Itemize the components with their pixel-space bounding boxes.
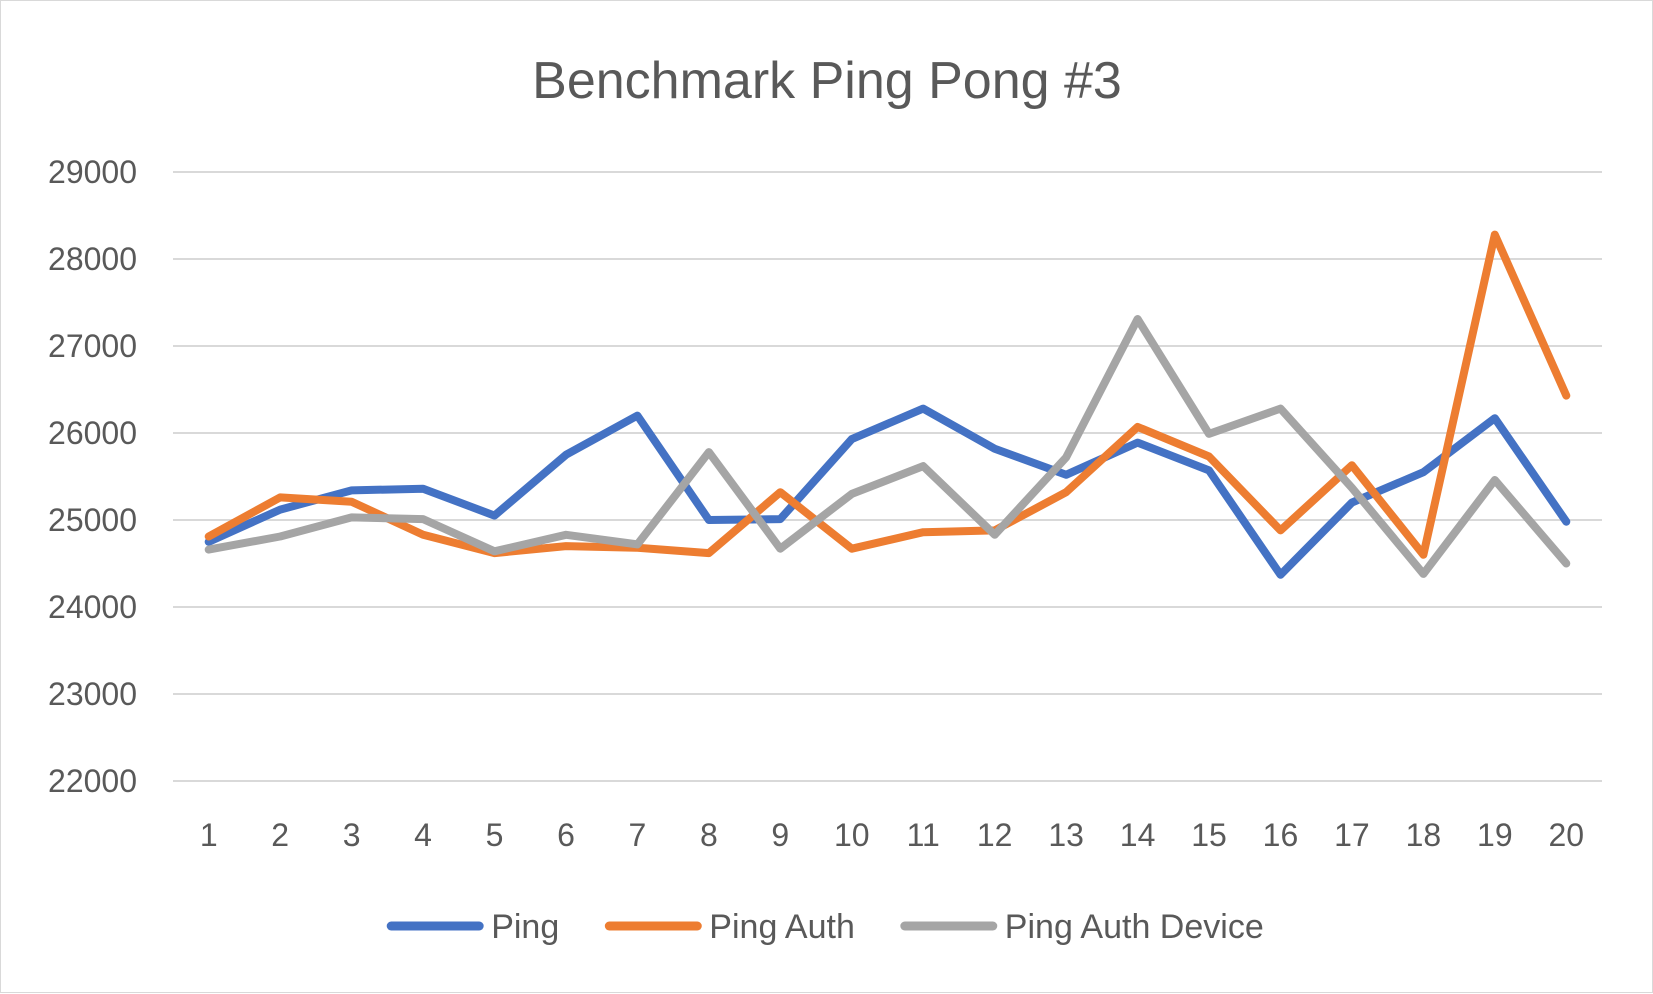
x-tick-label: 20 [1548,817,1584,853]
x-tick-label: 14 [1120,817,1156,853]
legend-item: Ping Auth [604,908,855,946]
series-line-ping [204,404,1571,579]
series-line-ping-auth-device [204,315,1571,578]
x-tick-label: 9 [771,817,789,853]
series-lines [204,230,1571,579]
x-tick-label: 13 [1048,817,1084,853]
x-tick-label: 16 [1263,817,1299,853]
legend-item: Ping Auth Device [900,908,1264,946]
x-tick-label: 6 [557,817,575,853]
legend-label: Ping [491,908,559,946]
y-tick-label: 24000 [48,589,137,625]
legend-label: Ping Auth [709,908,855,946]
x-tick-label: 5 [486,817,504,853]
x-tick-label: 10 [834,817,870,853]
x-tick-label: 3 [343,817,361,853]
y-axis-tick-labels: 22000 23000 24000 25000 26000 27000 28000 29000 [48,154,137,799]
x-tick-label: 1 [200,817,218,853]
x-tick-label: 8 [700,817,718,853]
y-tick-label: 29000 [48,154,137,190]
legend-label: Ping Auth Device [1005,908,1264,946]
x-axis-tick-labels: 1 2 3 4 5 6 7 8 9 10 11 12 13 14 15 16 17 18 19 20 [200,817,1584,853]
y-tick-label: 25000 [48,502,137,538]
x-tick-label: 12 [977,817,1013,853]
y-tick-label: 26000 [48,415,137,451]
x-tick-label: 11 [907,817,940,853]
x-tick-label: 17 [1334,817,1370,853]
x-tick-label: 7 [629,817,647,853]
x-tick-label: 18 [1406,817,1442,853]
chart-title: Benchmark Ping Pong #3 [532,52,1122,110]
x-tick-label: 4 [414,817,432,853]
y-tick-label: 27000 [48,328,137,364]
y-tick-label: 28000 [48,241,137,277]
y-tick-label: 23000 [48,676,137,712]
x-tick-label: 2 [271,817,289,853]
legend: Ping Ping Auth Ping Auth Device [386,908,1264,946]
y-tick-label: 22000 [48,763,137,799]
x-tick-label: 15 [1191,817,1227,853]
x-tick-label: 19 [1477,817,1513,853]
legend-item: Ping [386,908,559,946]
